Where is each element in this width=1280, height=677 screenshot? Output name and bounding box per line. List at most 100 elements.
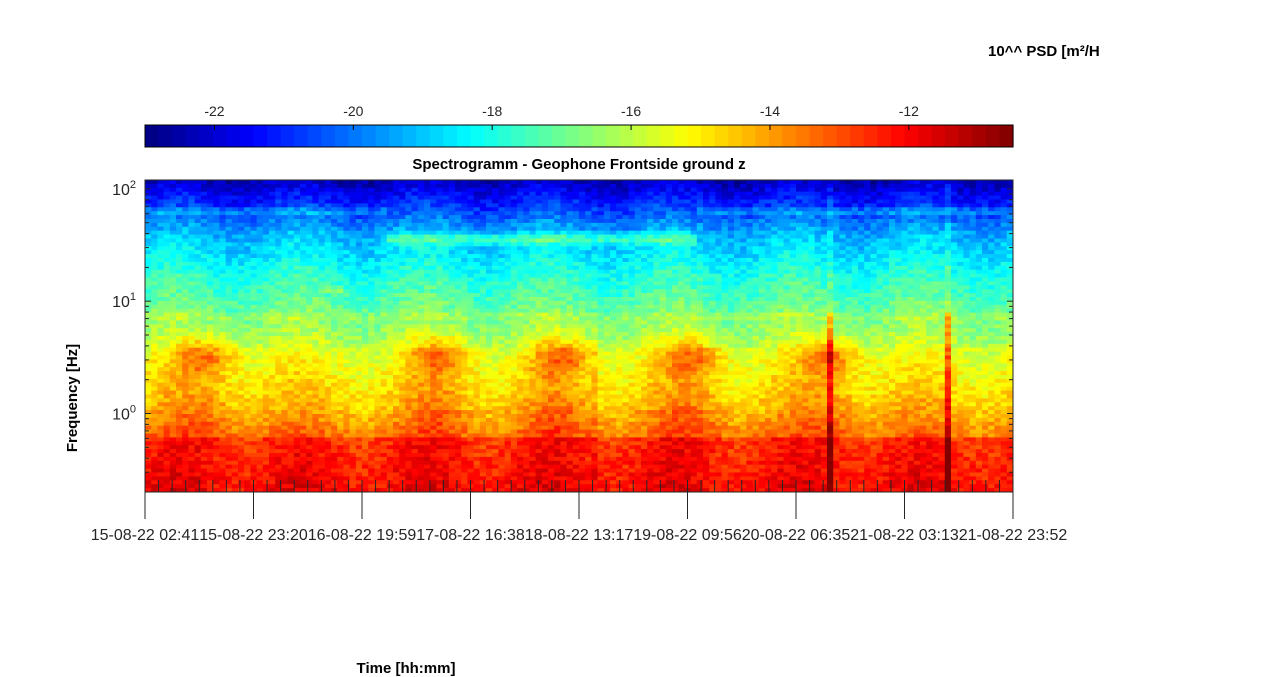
- heatmap-cell: [597, 269, 605, 275]
- heatmap-cell: [306, 293, 313, 298]
- heatmap-cell: [994, 207, 1002, 212]
- heatmap-cell: [696, 230, 704, 236]
- heatmap-cell: [709, 261, 716, 267]
- heatmap-cell: [473, 300, 481, 306]
- heatmap-cell: [572, 246, 580, 251]
- heatmap-cell: [672, 222, 679, 228]
- heatmap-cell: [684, 265, 692, 271]
- heatmap-cell: [678, 304, 685, 310]
- heatmap-cell: [994, 293, 1002, 298]
- heatmap-cell: [777, 230, 785, 236]
- heatmap-cell: [864, 269, 871, 275]
- heatmap-cell: [703, 203, 710, 208]
- heatmap-cell: [715, 215, 723, 220]
- heatmap-cell: [560, 246, 568, 251]
- heatmap-cell: [610, 269, 617, 275]
- heatmap-cell: [610, 265, 617, 271]
- heatmap-cell: [157, 316, 165, 321]
- heatmap-cell: [653, 254, 661, 259]
- heatmap-cell: [907, 261, 915, 267]
- heatmap-cell: [244, 238, 251, 243]
- heatmap-cell: [622, 300, 630, 306]
- heatmap-cell: [882, 273, 890, 278]
- heatmap-cell: [765, 199, 772, 204]
- heatmap-cell: [913, 281, 921, 286]
- heatmap-cell: [944, 261, 952, 267]
- heatmap-cell: [876, 222, 884, 228]
- heatmap-cell: [176, 250, 183, 255]
- heatmap-cell: [585, 281, 592, 286]
- heatmap-cell: [982, 261, 989, 267]
- heatmap-cell: [548, 203, 555, 208]
- heatmap-cell: [306, 199, 313, 204]
- heatmap-cell: [746, 254, 754, 259]
- heatmap-cell: [758, 261, 766, 267]
- heatmap-cell: [554, 285, 561, 290]
- colorbar-step: [796, 125, 811, 147]
- heatmap-cell: [833, 312, 840, 317]
- heatmap-cell: [839, 265, 847, 271]
- heatmap-cell: [213, 297, 220, 302]
- heatmap-cell: [839, 304, 847, 310]
- heatmap-cell: [523, 215, 530, 220]
- heatmap-cell: [225, 195, 233, 200]
- heatmap-cell: [368, 199, 375, 204]
- heatmap-cell: [572, 250, 580, 255]
- heatmap-cell: [281, 265, 289, 271]
- colorbar-step: [267, 125, 282, 147]
- heatmap-cell: [331, 203, 338, 208]
- heatmap-cell: [362, 207, 369, 212]
- heatmap-cell: [603, 246, 611, 251]
- heatmap-cell: [994, 195, 1002, 200]
- heatmap-cell: [355, 238, 363, 243]
- heatmap-cell: [988, 293, 995, 298]
- heatmap-cell: [957, 312, 964, 317]
- heatmap-cell: [355, 258, 363, 263]
- heatmap-cell: [690, 285, 698, 290]
- colorbar-step: [497, 125, 512, 147]
- heatmap-cell: [176, 219, 183, 224]
- heatmap-cell: [647, 199, 654, 204]
- heatmap-cell: [281, 273, 289, 278]
- heatmap-cell: [572, 183, 580, 189]
- heatmap-cell: [740, 199, 747, 204]
- heatmap-cell: [628, 195, 636, 200]
- heatmap-cell: [882, 285, 890, 290]
- heatmap-cell: [882, 265, 890, 271]
- heatmap-cell: [386, 277, 394, 282]
- heatmap-cell: [244, 289, 251, 294]
- heatmap-cell: [839, 289, 847, 294]
- heatmap-cell: [306, 269, 313, 275]
- heatmap-cell: [603, 226, 611, 232]
- heatmap-cell: [845, 304, 853, 310]
- heatmap-cell: [380, 222, 388, 228]
- heatmap-cell: [430, 300, 437, 306]
- heatmap-cell: [746, 281, 754, 286]
- heatmap-cell: [944, 242, 952, 247]
- heatmap-cell: [194, 234, 202, 239]
- heatmap-cell: [603, 191, 611, 197]
- heatmap-cell: [864, 199, 871, 204]
- heatmap-cell: [969, 242, 977, 247]
- heatmap-cell: [715, 258, 723, 263]
- heatmap-cell: [337, 258, 344, 263]
- heatmap-cell: [616, 203, 623, 208]
- heatmap-cell: [820, 273, 828, 278]
- heatmap-cell: [393, 289, 400, 294]
- heatmap-cell: [430, 297, 437, 302]
- heatmap-cell: [634, 242, 642, 247]
- heatmap-cell: [758, 183, 766, 189]
- heatmap-cell: [479, 180, 487, 185]
- heatmap-cell: [479, 222, 487, 228]
- heatmap-cell: [157, 246, 165, 251]
- heatmap-cell: [312, 254, 320, 259]
- heatmap-cell: [591, 277, 599, 282]
- heatmap-cell: [709, 230, 716, 236]
- heatmap-cell: [225, 207, 233, 212]
- heatmap-cell: [696, 304, 704, 310]
- heatmap-cell: [442, 207, 450, 212]
- heatmap-cell: [926, 199, 933, 204]
- heatmap-cell: [845, 230, 853, 236]
- heatmap-cell: [442, 203, 450, 208]
- heatmap-cell: [417, 250, 425, 255]
